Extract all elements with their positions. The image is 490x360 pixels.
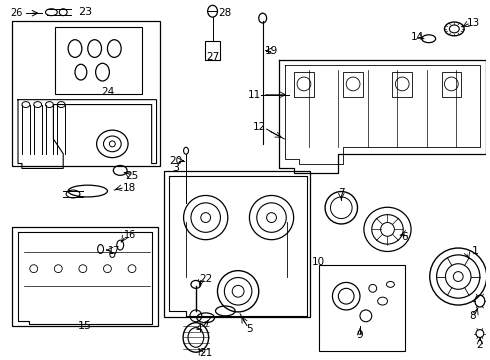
Text: 13: 13 bbox=[466, 18, 480, 28]
Bar bbox=[12, 228, 158, 326]
Text: 16: 16 bbox=[124, 230, 136, 240]
Text: 20: 20 bbox=[170, 156, 183, 166]
Text: 14: 14 bbox=[410, 32, 423, 42]
Text: 27: 27 bbox=[206, 53, 219, 62]
Text: 5: 5 bbox=[246, 324, 253, 334]
Text: 10: 10 bbox=[312, 257, 325, 267]
Text: 17: 17 bbox=[108, 246, 121, 256]
Text: 15: 15 bbox=[78, 321, 92, 331]
Text: 7: 7 bbox=[338, 188, 344, 198]
Text: 11: 11 bbox=[248, 90, 262, 100]
Text: 22: 22 bbox=[199, 274, 212, 284]
Text: 26: 26 bbox=[10, 8, 22, 18]
Text: 19: 19 bbox=[265, 45, 278, 55]
Bar bbox=[318, 265, 405, 351]
Text: 6: 6 bbox=[401, 232, 408, 242]
Text: 25: 25 bbox=[125, 171, 139, 181]
Text: 2: 2 bbox=[477, 340, 483, 350]
Text: 9: 9 bbox=[357, 330, 363, 341]
Bar bbox=[12, 21, 160, 166]
Text: 23: 23 bbox=[78, 7, 92, 17]
Polygon shape bbox=[279, 60, 486, 174]
Text: 24: 24 bbox=[101, 87, 114, 97]
Bar bbox=[294, 72, 314, 97]
Text: 12: 12 bbox=[253, 122, 267, 132]
Text: 8: 8 bbox=[470, 311, 476, 321]
Text: 21: 21 bbox=[199, 348, 212, 358]
Text: 3: 3 bbox=[172, 163, 179, 174]
Text: 28: 28 bbox=[219, 8, 232, 18]
Bar bbox=[205, 41, 220, 60]
Bar bbox=[55, 27, 142, 94]
Bar bbox=[441, 72, 461, 97]
Bar bbox=[392, 72, 412, 97]
Text: 18: 18 bbox=[122, 183, 136, 193]
Text: 4: 4 bbox=[196, 324, 202, 334]
Bar bbox=[165, 171, 310, 317]
Bar bbox=[343, 72, 363, 97]
Text: 1: 1 bbox=[471, 246, 478, 256]
